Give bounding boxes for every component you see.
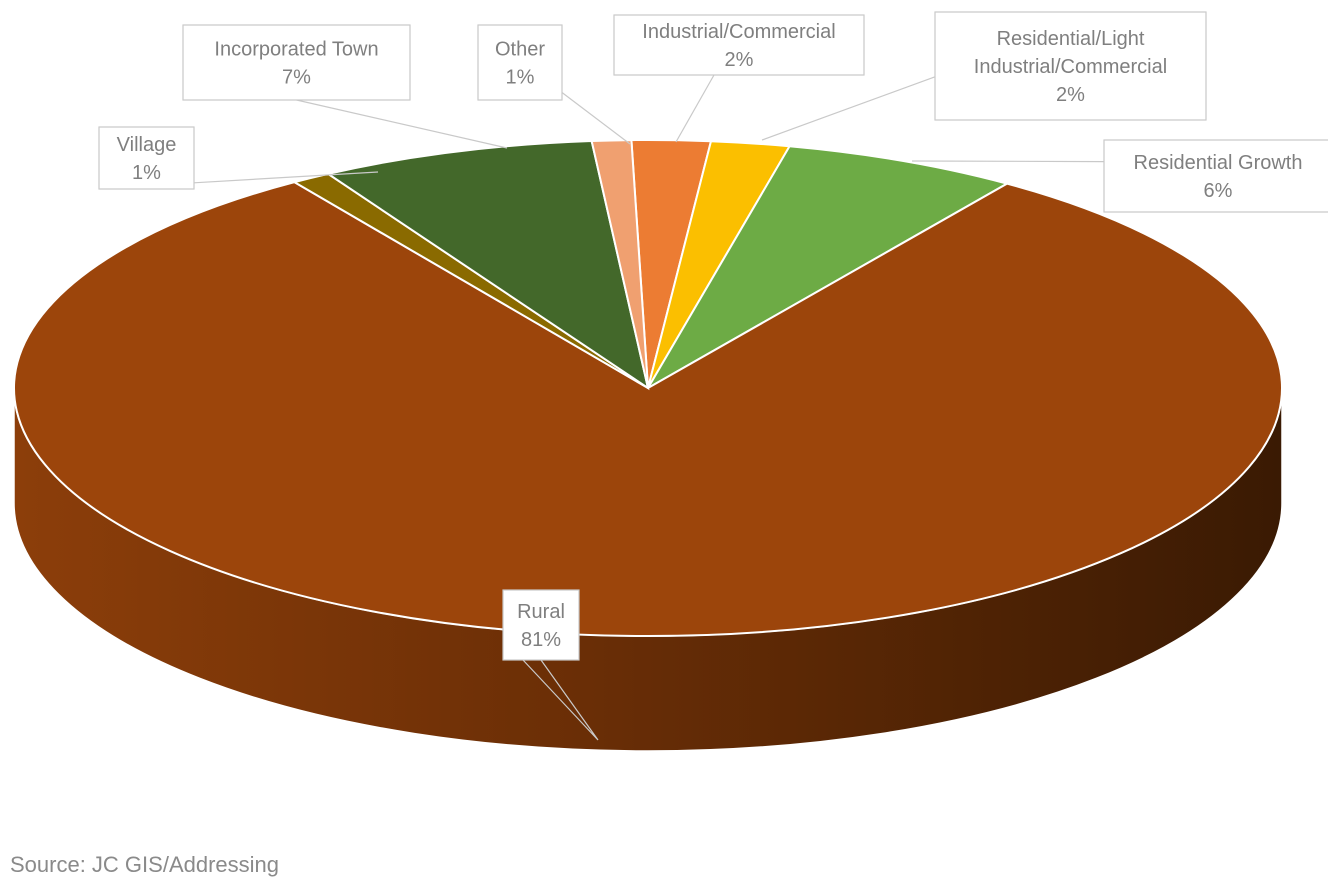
data-label-box (1103, 139, 1328, 213)
data-label-category: Industrial/Commercial (974, 56, 1167, 78)
label-leader-other (561, 92, 631, 145)
data-label-box (934, 11, 1207, 121)
data-label-value: 6% (1204, 180, 1233, 202)
pie-slice-incorporated-town (325, 139, 650, 391)
data-labels: Rural 81% Village 1% Incorporated Town 7% Othe… (98, 11, 1328, 661)
pie-slice-rural (13, 181, 1283, 637)
label-leader-industrial-commercial (675, 74, 715, 143)
data-label-category: Incorporated Town (214, 39, 378, 61)
label-leaders (193, 74, 1105, 741)
data-label-village: Village 1% (98, 126, 195, 190)
data-label-incorporated-town: Incorporated Town 7% (182, 24, 411, 101)
data-label-category: Village (117, 134, 177, 156)
label-leader-residential-light-industrial-commercial (761, 76, 936, 141)
data-label-industrial-commercial: Industrial/Commercial 2% (613, 14, 865, 76)
data-label-box (182, 24, 411, 101)
data-label-residential-light-industrial-commercial: Residential/Light Industrial/Commercial 2% (934, 11, 1207, 121)
data-label-box (477, 24, 563, 101)
source-note: Source: JC GIS/Addressing (10, 852, 280, 877)
data-label-category: Industrial/Commercial (642, 21, 835, 43)
data-label-value: 2% (725, 49, 754, 71)
data-label-box (613, 14, 865, 76)
data-label-box (502, 589, 580, 661)
data-label-category: Residential Growth (1134, 152, 1303, 174)
pie-slice-residential-growth (645, 145, 1010, 391)
label-leader-residential-growth (911, 160, 1105, 163)
data-label-value: 1% (132, 162, 161, 184)
data-label-value: 81% (521, 629, 561, 651)
data-label-box (98, 126, 195, 190)
data-label-category: Other (495, 39, 545, 61)
data-label-value: 2% (1056, 84, 1085, 106)
label-leader-rural (522, 659, 599, 741)
data-label-value: 1% (506, 67, 535, 89)
data-label-residential-growth: Residential Growth 6% (1103, 139, 1328, 213)
data-label-other: Other 1% (477, 24, 563, 101)
data-label-category: Residential/Light (997, 28, 1145, 50)
pie-slices (13, 139, 1283, 637)
data-label-value: 7% (282, 67, 311, 89)
label-leader-incorporated-town (296, 99, 508, 149)
label-leader-village (193, 171, 379, 184)
data-label-rural: Rural 81% (502, 589, 580, 661)
data-label-category: Rural (517, 601, 565, 623)
pie-slice-other (590, 139, 649, 389)
